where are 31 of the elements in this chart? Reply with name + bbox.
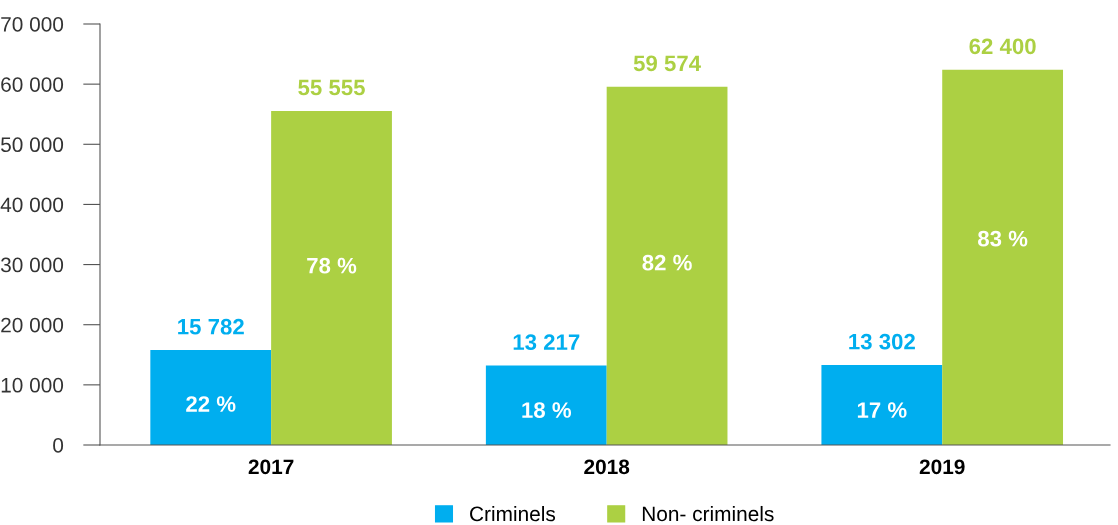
y-tick-label: 40 000 (0, 197, 64, 213)
bar (150, 350, 272, 445)
y-tick-label: 50 000 (1, 137, 64, 153)
data-label: 59 574 (633, 55, 701, 72)
annotation: 22 % (186, 396, 236, 412)
bar (606, 86, 728, 445)
bar (821, 365, 943, 445)
annotation: 17 % (857, 402, 907, 418)
y-tick-label: 30 000 (0, 257, 64, 273)
bar (271, 110, 392, 445)
y-tick-label: 0 (53, 438, 64, 453)
legend-label: Non- criminels (642, 505, 774, 522)
data-label: 13 217 (513, 334, 580, 351)
x-tick-label: 2018 (584, 459, 630, 475)
bar (942, 69, 1064, 445)
y-tick-label: 70 000 (1, 17, 64, 32)
data-label: 15 782 (178, 318, 244, 335)
data-label: 62 400 (969, 38, 1036, 55)
annotation: 18 % (522, 402, 572, 418)
annotation: 78 % (307, 257, 357, 274)
data-label: 13 302 (849, 333, 915, 350)
x-tick-label: 2017 (248, 459, 294, 475)
y-tick-label: 20 000 (1, 317, 64, 333)
x-tick-label: 2019 (919, 459, 965, 475)
y-tick-label: 60 000 (1, 77, 64, 92)
legend-label: Criminels (470, 505, 556, 522)
bar (485, 365, 607, 445)
data-label: 55 555 (298, 79, 365, 96)
y-tick-label: 10 000 (1, 377, 64, 393)
annotation: 82 % (642, 254, 692, 271)
annotation: 83 % (978, 230, 1028, 247)
